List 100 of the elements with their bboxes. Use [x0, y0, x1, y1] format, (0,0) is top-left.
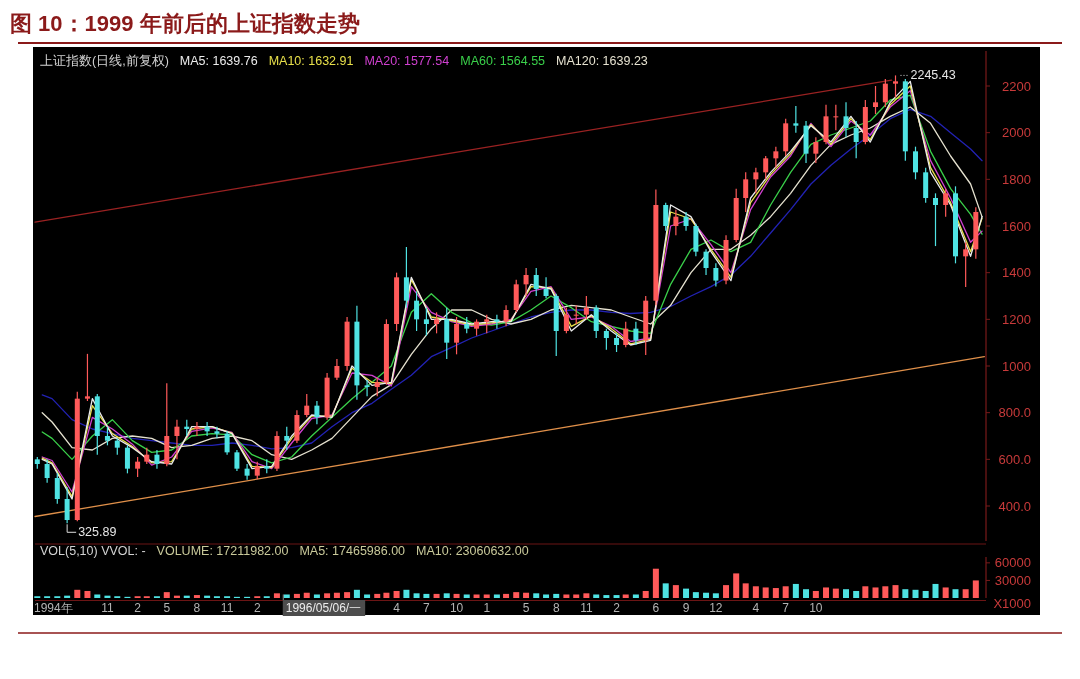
bar — [553, 593, 560, 598]
bar — [782, 586, 789, 598]
candlestick — [334, 358, 340, 381]
annotation: 2245.43 — [910, 68, 956, 83]
bar — [583, 593, 590, 598]
candlestick — [124, 444, 130, 474]
candlestick — [414, 290, 420, 332]
bar — [443, 593, 450, 598]
bar — [932, 583, 939, 598]
bar — [922, 590, 929, 598]
candlestick — [284, 426, 290, 451]
bar — [283, 594, 290, 598]
candlestick — [523, 267, 529, 297]
y-tick-label: 400.0 — [998, 498, 1031, 514]
candlestick — [853, 120, 859, 159]
chart-title: 图 10：1999 年前后的上证指数走势 — [10, 11, 360, 36]
bar — [523, 592, 530, 598]
bar — [293, 593, 300, 598]
candlestick — [753, 167, 759, 194]
bar — [193, 595, 200, 598]
bar — [423, 593, 430, 598]
candlestick — [503, 304, 509, 327]
candlestick — [603, 328, 609, 351]
x-tick-label: 5 — [163, 601, 171, 615]
bar — [533, 593, 540, 598]
bar — [733, 573, 740, 598]
bar — [752, 586, 759, 598]
annotation: VOLUME: 17211982.00 — [156, 544, 289, 558]
candlestick — [573, 304, 579, 325]
candlestick — [174, 419, 180, 460]
candlestick — [54, 472, 60, 505]
bar — [772, 588, 779, 598]
candlestick — [444, 307, 450, 360]
candlestick — [454, 316, 460, 355]
bar — [972, 580, 979, 598]
x-tick-label: 4 — [752, 601, 760, 615]
candlestick — [813, 136, 819, 164]
bar — [942, 587, 949, 598]
candlestick — [214, 426, 220, 439]
bar — [662, 583, 669, 598]
bar — [762, 587, 769, 598]
candlestick — [64, 486, 70, 524]
candlestick — [673, 209, 679, 236]
bar — [642, 590, 649, 598]
bar — [543, 594, 550, 598]
candlestick — [154, 449, 160, 470]
candlestick — [543, 276, 549, 299]
x-tick-label: 11 — [101, 601, 114, 615]
candlestick — [893, 74, 899, 99]
bar — [453, 593, 460, 598]
annotation: 1996/05/06/一 — [285, 601, 362, 615]
annotation: MA5: 17465986.00 — [299, 544, 406, 558]
candlestick — [135, 456, 141, 478]
annotation: MA10: 23060632.00 — [416, 544, 529, 558]
bar — [364, 594, 371, 598]
candlestick — [763, 155, 769, 180]
bar — [403, 589, 410, 598]
text: MA20: 1577.54 — [364, 54, 450, 68]
bar — [912, 589, 919, 598]
candlestick — [943, 188, 949, 218]
y-tick-label: 30000 — [994, 572, 1031, 588]
bar — [603, 595, 610, 598]
x-tick-label: 5 — [522, 601, 530, 615]
candlestick — [633, 321, 639, 346]
bar — [503, 593, 510, 598]
bar — [413, 593, 420, 598]
bar — [563, 594, 570, 598]
text: MA60: 1564.55 — [460, 54, 546, 68]
annotation: 325.89 — [78, 525, 117, 540]
bar — [573, 594, 580, 598]
bar — [832, 588, 839, 598]
x-tick-label: 7 — [782, 601, 790, 615]
candlestick — [244, 463, 250, 481]
candlestick — [44, 458, 50, 484]
candlestick — [304, 393, 310, 418]
bar — [493, 594, 500, 598]
candlestick — [583, 295, 589, 320]
bar — [823, 587, 830, 598]
x-tick-label: 10 — [809, 601, 823, 615]
bar — [622, 594, 629, 598]
text: MA120: 1639.23 — [556, 54, 648, 68]
text: MA10: 1632.91 — [268, 54, 354, 68]
x-tick-label: 8 — [552, 601, 560, 615]
bar — [324, 593, 331, 598]
bar — [882, 586, 889, 598]
y-tick-label: 2200 — [1002, 78, 1031, 94]
candlestick — [423, 307, 429, 337]
bar — [672, 585, 679, 598]
bar — [84, 590, 91, 598]
candlestick — [793, 105, 799, 134]
y-tick-label: 60000 — [994, 555, 1031, 571]
bar — [94, 594, 101, 598]
y-tick-label: 1400 — [1002, 265, 1031, 281]
candlestick — [873, 85, 879, 115]
x-tick-label: 6 — [652, 601, 660, 615]
bar — [652, 568, 659, 598]
candlestick — [933, 192, 938, 247]
bar — [892, 585, 899, 598]
bar — [632, 594, 639, 598]
candlestick — [314, 400, 320, 425]
